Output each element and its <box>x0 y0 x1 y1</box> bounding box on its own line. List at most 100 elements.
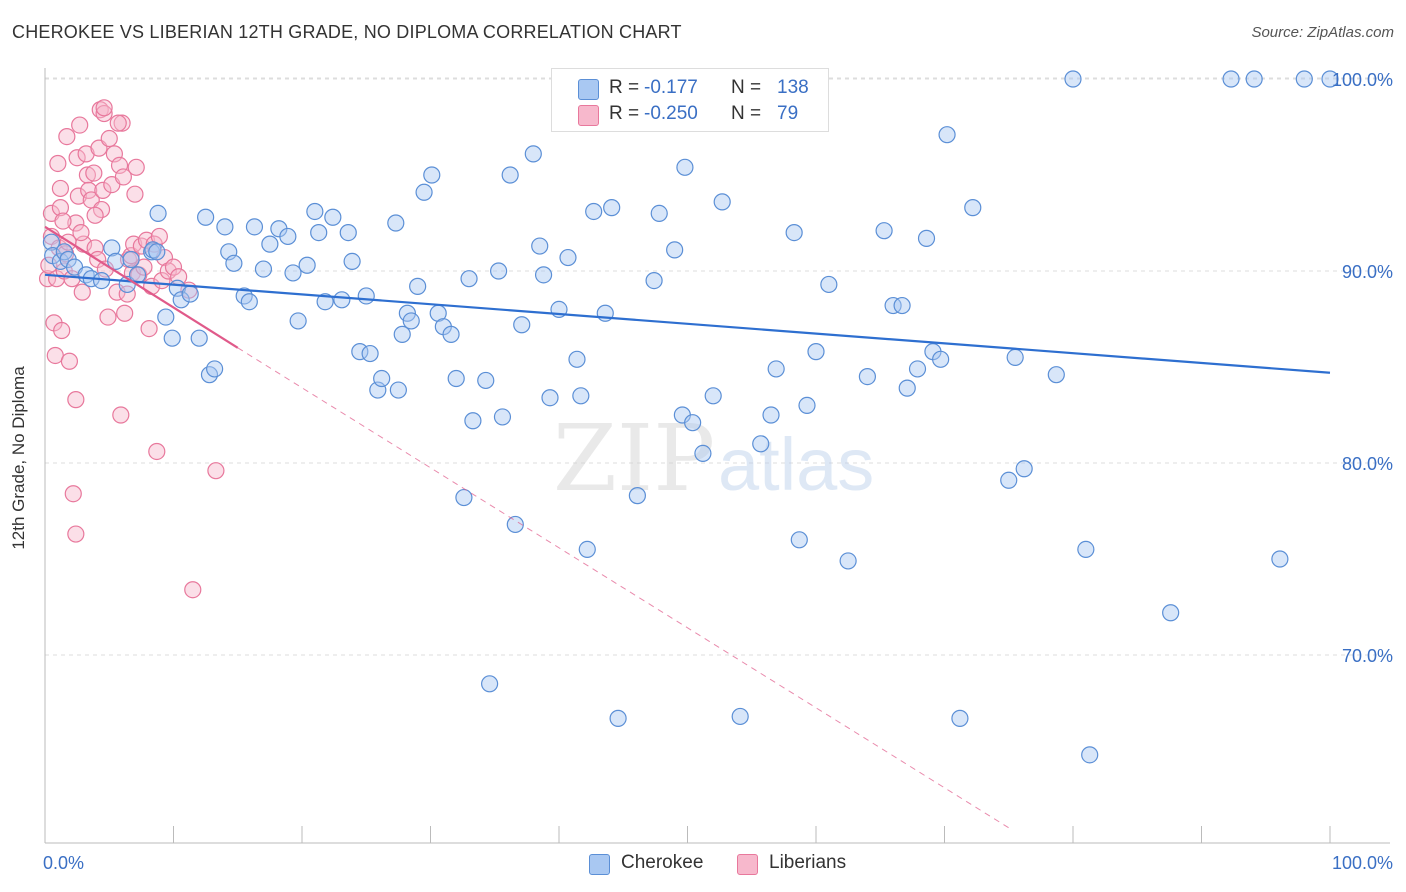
cherokee-point <box>361 344 379 363</box>
cherokee-point <box>893 296 911 315</box>
n-label: N = <box>731 77 762 98</box>
liberian-point <box>113 114 131 132</box>
liberian-point <box>95 104 113 123</box>
cherokee-point <box>501 166 519 184</box>
cherokee-point <box>1271 550 1289 568</box>
liberian-point <box>112 406 130 424</box>
cherokee-point <box>1047 366 1065 384</box>
cherokee-point <box>559 248 577 267</box>
cherokee-point <box>603 199 621 217</box>
y-tick-label: 80.0% <box>1342 454 1393 474</box>
cherokee-point <box>531 237 549 255</box>
liberian-point <box>95 99 113 117</box>
r-label: R = <box>609 77 640 98</box>
cherokee-point <box>373 369 391 388</box>
cherokee-point <box>898 379 916 397</box>
r-label: R = <box>609 103 640 124</box>
cherokee-point <box>357 287 375 305</box>
cherokee-point <box>1162 604 1180 622</box>
cherokee-point <box>731 707 749 726</box>
cherokee-point <box>798 396 816 414</box>
cherokee-point <box>541 389 559 407</box>
liberian-point <box>72 224 90 242</box>
liberian-point <box>114 168 132 186</box>
cherokee-point <box>1081 746 1099 764</box>
liberian-point <box>67 214 85 232</box>
cherokee-point <box>1245 70 1263 88</box>
n-label: N = <box>731 103 762 124</box>
liberians-swatch <box>737 854 758 875</box>
liberian-point <box>94 181 112 199</box>
cherokee-point <box>284 264 302 282</box>
cherokee-point <box>389 381 407 399</box>
r-value: -0.250 <box>644 103 698 124</box>
cherokee-point <box>216 218 234 236</box>
cherokee-point <box>951 709 969 727</box>
r-value: -0.177 <box>644 77 698 98</box>
cherokee-point <box>684 414 702 432</box>
cherokee-point <box>493 408 512 426</box>
trend-lines <box>44 225 1331 829</box>
cherokee-point <box>460 270 478 288</box>
cherokee-point <box>752 435 770 453</box>
cherokee-point <box>339 224 357 242</box>
stats-legend: R = -0.177 N = 138 R = -0.250 N = 79 <box>551 68 829 132</box>
gridlines <box>45 77 1390 656</box>
liberian-point <box>54 212 72 230</box>
liberian-point <box>58 128 76 146</box>
liberian-point <box>69 187 88 205</box>
cherokee-point <box>767 360 785 378</box>
cherokee-point <box>122 250 140 269</box>
n-value: 79 <box>777 103 799 124</box>
cherokee-point <box>415 183 433 201</box>
cherokee-point <box>1006 348 1024 366</box>
liberian-point <box>184 581 202 599</box>
watermark-atlas: atlas <box>718 423 874 506</box>
y-tick-label: 70.0% <box>1342 646 1393 666</box>
cherokee-point <box>1295 70 1313 88</box>
cherokee-point <box>163 329 181 347</box>
cherokee-point <box>149 204 167 222</box>
cherokee-point <box>289 312 307 330</box>
cherokee-point <box>442 325 460 343</box>
cherokee-point <box>298 256 316 274</box>
cherokee-point <box>490 262 508 280</box>
liberian-point <box>51 179 70 198</box>
x-tick-label: 0.0% <box>43 853 84 873</box>
n-value: 138 <box>777 77 809 98</box>
cherokee-point <box>666 241 684 259</box>
liberian-point <box>80 181 98 199</box>
cherokee-point <box>197 208 215 226</box>
liberian-point <box>64 485 82 503</box>
liberian-point <box>92 200 111 219</box>
liberian-point <box>109 114 127 132</box>
cherokee-point <box>402 312 420 330</box>
cherokee-point <box>694 444 712 462</box>
liberian-point <box>73 283 91 301</box>
cherokee-point <box>585 202 603 221</box>
cherokee-point <box>316 293 334 311</box>
cherokee-point <box>181 285 199 303</box>
liberian-point <box>140 320 158 338</box>
y-tick-label: 90.0% <box>1342 262 1393 282</box>
cherokee-point <box>310 224 328 242</box>
cherokee-point <box>481 675 499 693</box>
cherokee-point <box>1015 460 1033 478</box>
cherokee-point <box>807 343 825 361</box>
liberian-point <box>60 352 79 370</box>
cherokee-point <box>1321 70 1339 88</box>
axes <box>44 68 1390 844</box>
cherokee-point <box>351 343 369 361</box>
cherokee-point <box>676 158 694 176</box>
cherokee-point <box>884 296 902 315</box>
liberian-point <box>68 149 86 167</box>
cherokee-point <box>506 515 524 534</box>
liberian-point <box>118 285 136 303</box>
cherokee-points <box>42 70 1339 764</box>
cherokee-point <box>820 275 838 294</box>
cherokee-point <box>908 360 927 378</box>
cherokee-point <box>645 272 663 290</box>
cherokee-point <box>513 316 531 334</box>
cherokee-point <box>103 239 121 257</box>
liberian-point <box>148 442 166 461</box>
